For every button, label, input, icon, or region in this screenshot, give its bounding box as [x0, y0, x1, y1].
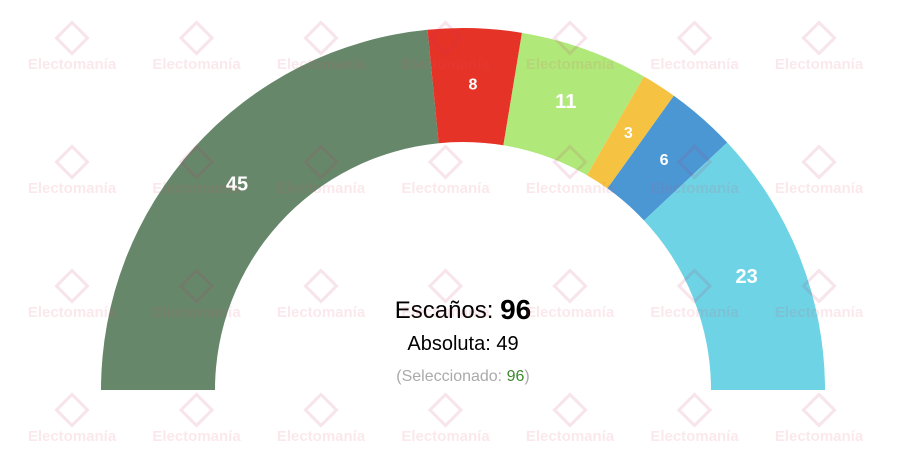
watermark-text: Electomanía — [775, 180, 864, 197]
watermark-logo — [178, 20, 215, 56]
watermark-logo — [178, 268, 215, 304]
majority-label: Absoluta: — [407, 333, 490, 355]
watermark-text: Electomanía — [28, 56, 117, 73]
watermark-text: Electomanía — [401, 304, 490, 321]
watermark-text: Electomanía — [775, 428, 864, 445]
watermark-logo — [178, 392, 215, 428]
watermark-logo — [54, 20, 90, 56]
watermark-text: Electomanía — [152, 304, 241, 321]
watermark-text: Electomanía — [152, 428, 241, 445]
watermark-text: Electomanía — [28, 428, 117, 445]
watermark-logo — [303, 268, 339, 304]
watermark-logo — [801, 20, 837, 56]
segment — [101, 29, 439, 390]
watermark-text: Electomanía — [650, 56, 739, 73]
watermark-logo — [427, 144, 464, 180]
selected-text: (Seleccionado: 96) — [396, 368, 529, 385]
value-label: 3 — [624, 125, 633, 142]
segment — [427, 28, 522, 146]
watermark-text: Electomanía — [152, 180, 241, 197]
value-label: 6 — [660, 152, 669, 169]
watermark-text: Electomanía — [401, 428, 490, 445]
watermark-text: Electomanía — [28, 304, 117, 321]
watermark-text: Electomanía — [650, 304, 739, 321]
segment — [587, 76, 674, 189]
segment — [644, 142, 825, 390]
value-label: 8 — [469, 76, 478, 93]
watermark-logo — [676, 144, 713, 180]
watermark-text: Electomanía — [277, 304, 366, 321]
watermark-logo — [676, 20, 713, 56]
watermark-logo — [801, 268, 837, 304]
watermark-text: Electomanía — [28, 180, 117, 197]
value-label: 45 — [226, 173, 248, 195]
watermark-text: Electomanía — [526, 56, 615, 73]
segment — [503, 32, 644, 176]
watermark-logo — [303, 20, 339, 56]
selected-close: ) — [524, 368, 529, 385]
seats-label: Escaños: — [395, 297, 494, 324]
watermarks: Electomanía Electomanía Electomanía Electom… — [28, 20, 900, 445]
watermark-logo — [54, 392, 90, 428]
watermark-text: Electomanía — [775, 304, 864, 321]
watermark-logo — [427, 392, 464, 428]
watermark-logo — [427, 268, 464, 304]
watermark-logo — [303, 392, 339, 428]
watermark-text: Electomanía — [277, 56, 366, 73]
watermark-logo — [676, 268, 713, 304]
selected-label: (Seleccionado: — [396, 368, 502, 385]
watermark-text: Electomanía — [277, 428, 366, 445]
watermark-logo — [54, 268, 90, 304]
watermark-logo — [552, 20, 588, 56]
watermark-text: Electomanía — [775, 56, 864, 73]
selected-value: 96 — [507, 368, 525, 385]
value-label: 11 — [555, 91, 576, 113]
watermark-logo — [552, 144, 588, 180]
watermark-logo — [552, 392, 588, 428]
watermark-logo — [303, 144, 339, 180]
watermark-logo — [552, 268, 588, 304]
watermark-text: Electomanía — [526, 428, 615, 445]
watermark-logo — [801, 144, 837, 180]
watermark-logo — [801, 392, 837, 428]
seats-total: 96 — [500, 294, 531, 325]
watermark-text: Electomanía — [401, 56, 490, 73]
watermark-text: Electomanía — [650, 180, 739, 197]
watermark-text: Electomanía — [277, 180, 366, 197]
watermark-logo — [54, 144, 90, 180]
watermark-text: Electomanía — [152, 56, 241, 73]
watermark-logo — [178, 144, 215, 180]
watermark-text: Electomanía — [526, 180, 615, 197]
segment — [607, 95, 728, 221]
watermark-text: Electomanía — [650, 428, 739, 445]
majority-text: Absoluta: 49 — [407, 333, 518, 355]
majority-value: 49 — [496, 333, 518, 355]
watermark-logo — [427, 20, 464, 56]
value-label: 23 — [736, 266, 758, 288]
seats-text: Escaños: 96 — [395, 294, 532, 325]
watermark-logo — [676, 392, 713, 428]
watermark-text: Electomanía — [526, 304, 615, 321]
segments: 45 8 11 3 6 23 — [101, 28, 825, 390]
watermark-text: Electomanía — [401, 180, 490, 197]
